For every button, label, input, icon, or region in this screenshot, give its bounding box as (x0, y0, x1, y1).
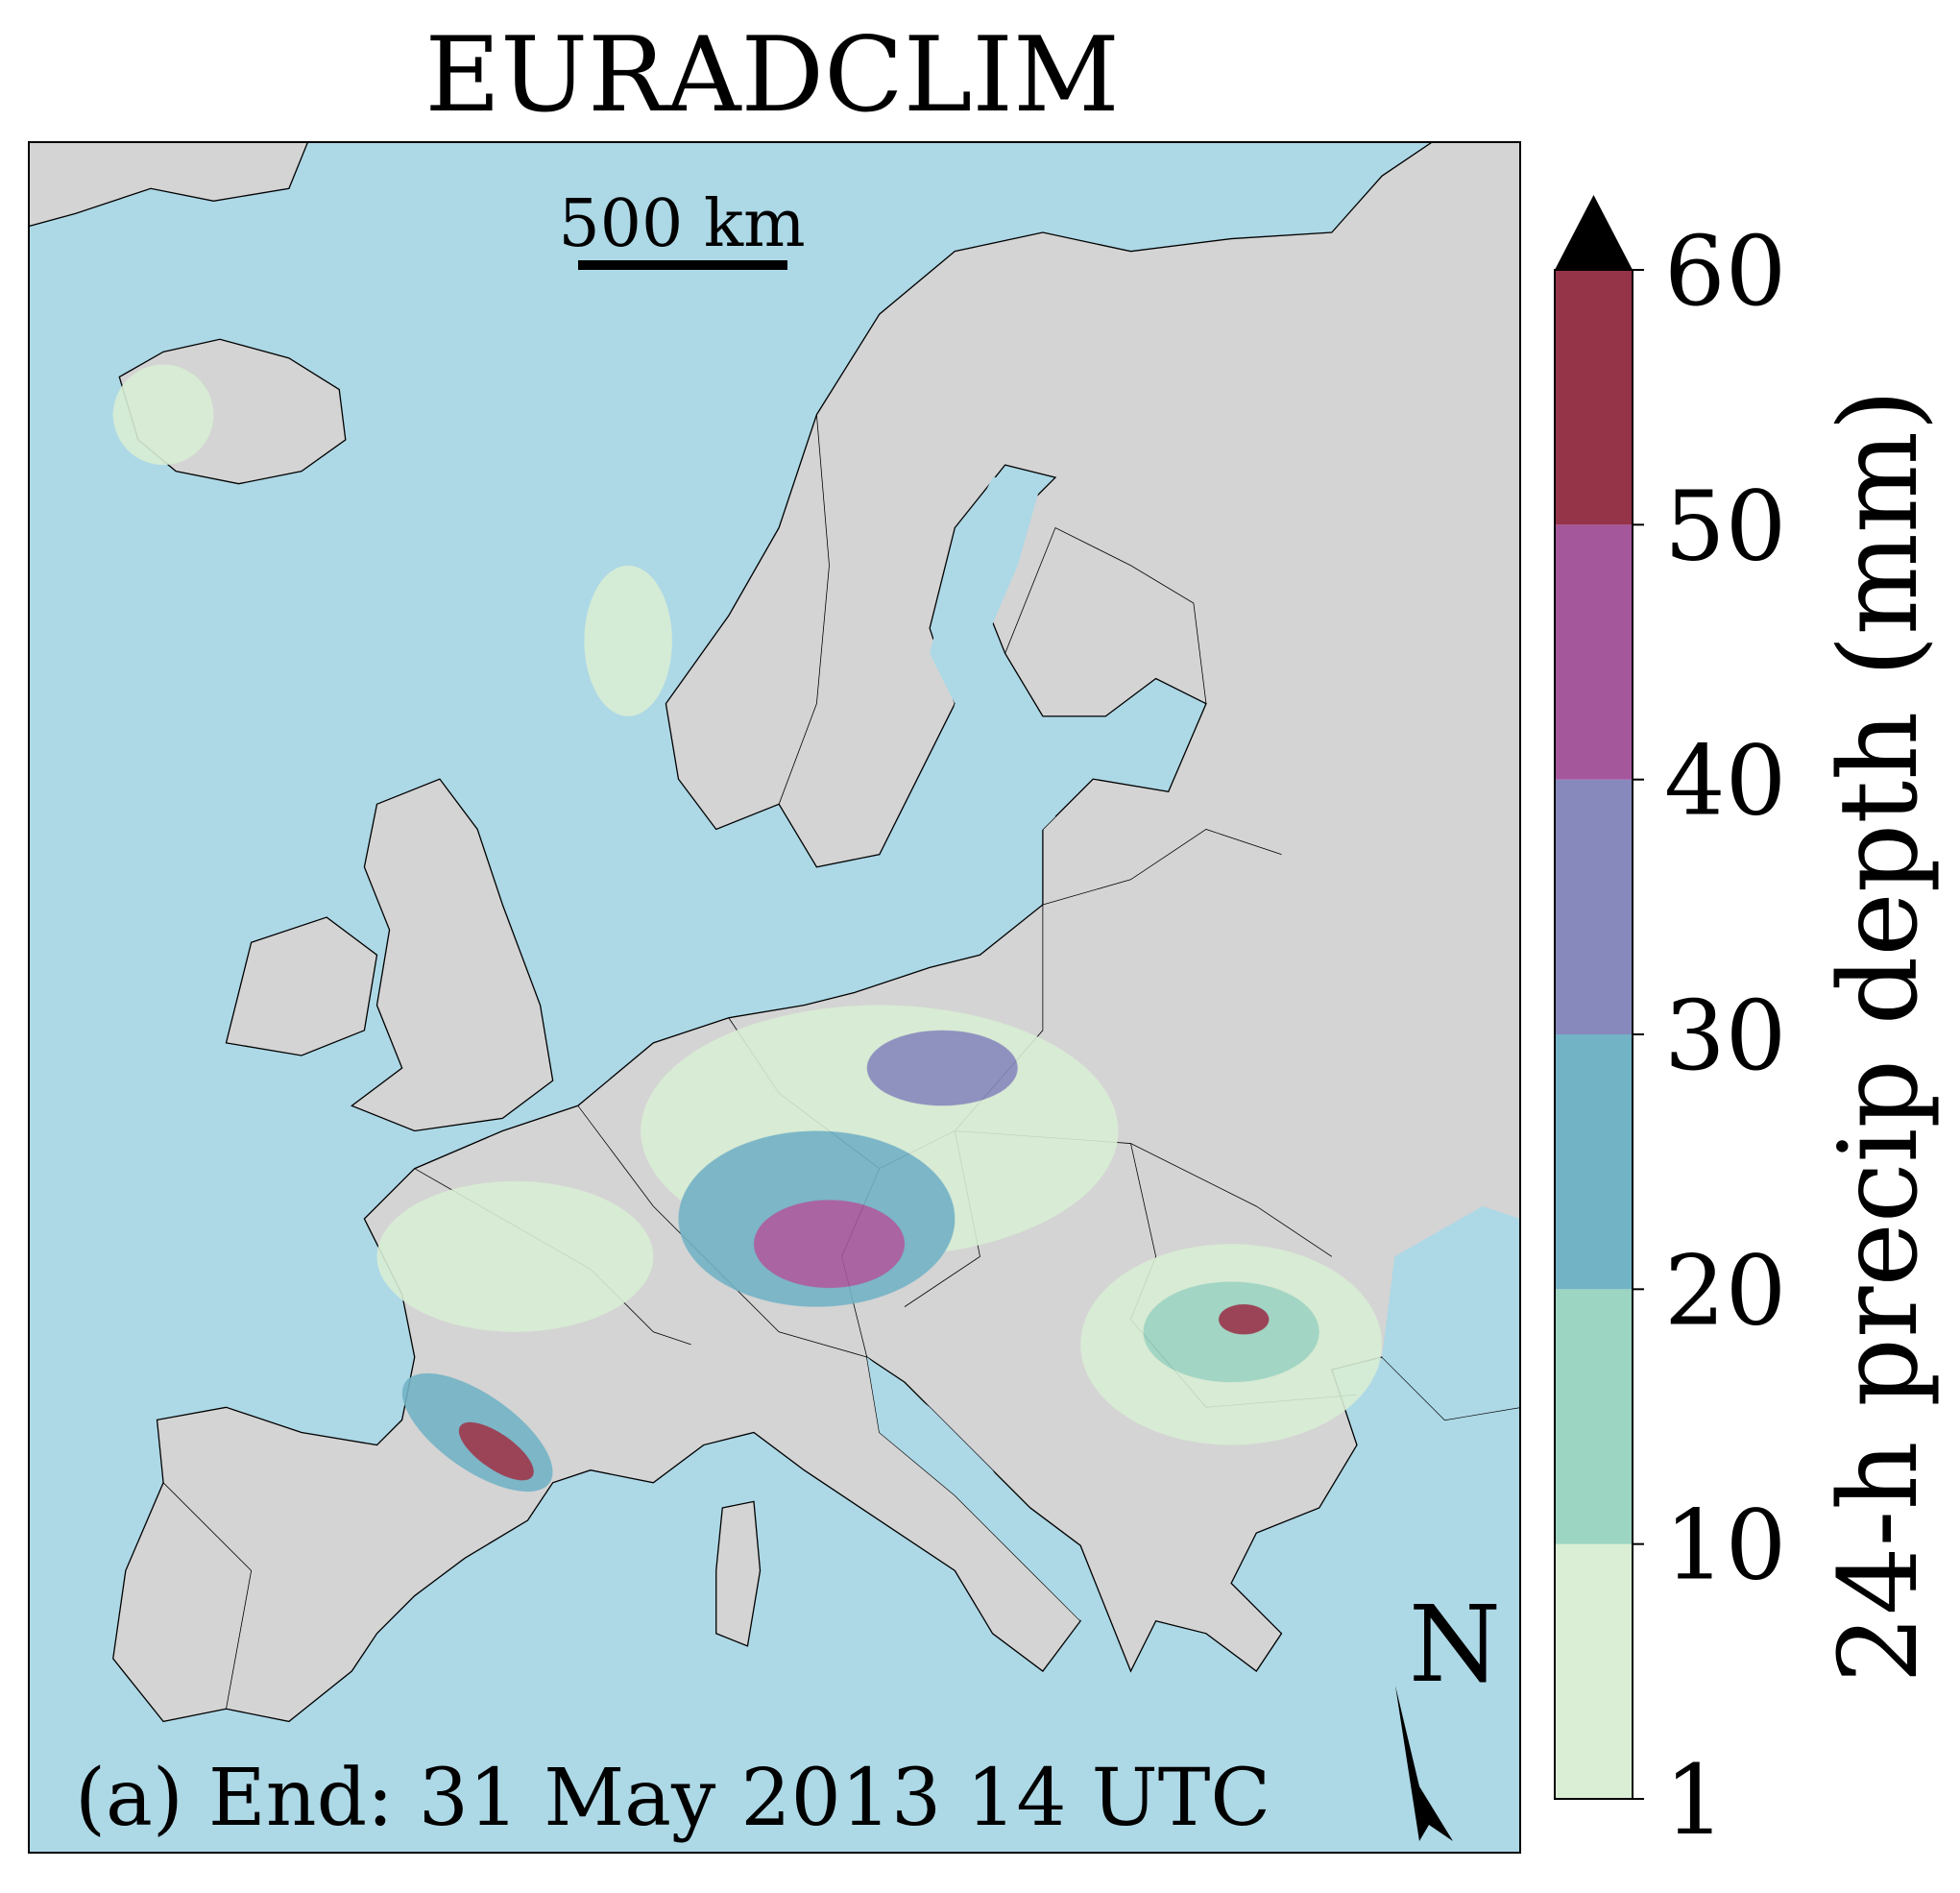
colorbar-tick-label: 20 (1664, 1234, 1786, 1347)
colorbar-segment (1555, 1034, 1633, 1290)
north-arrow (1395, 1686, 1453, 1841)
colorbar-tick-label: 40 (1664, 725, 1786, 837)
map-title: EURADCLIM (424, 15, 1119, 135)
colorbar-extension (1555, 195, 1633, 270)
map: 500 km N (a) End: 31 May 2013 14 UTC (29, 142, 1520, 1853)
colorbar-tick-label: 60 (1664, 215, 1786, 328)
caption: (a) End: 31 May 2013 14 UTC (75, 1753, 1270, 1844)
colorbar-segment (1555, 1543, 1633, 1799)
colorbar-segment (1555, 779, 1633, 1034)
colorbar-segment (1555, 524, 1633, 780)
colorbar: 1 10 20 30 40 50 60 (1554, 195, 1786, 1857)
map-frame (28, 141, 1521, 1854)
colorbar-tick-label: 50 (1664, 470, 1786, 582)
colorbar-tick-label: 10 (1664, 1490, 1786, 1602)
colorbar-tick-label: 30 (1664, 980, 1786, 1092)
colorbar-tick-label: 1 (1664, 1744, 1726, 1857)
colorbar-segment (1555, 1289, 1633, 1544)
colorbar-segment (1555, 270, 1633, 525)
north-label: N (1409, 1583, 1501, 1706)
scale-bar-label: 500 km (558, 186, 805, 262)
colorbar-label: 24-h precip depth (mm) (1817, 389, 1942, 1684)
